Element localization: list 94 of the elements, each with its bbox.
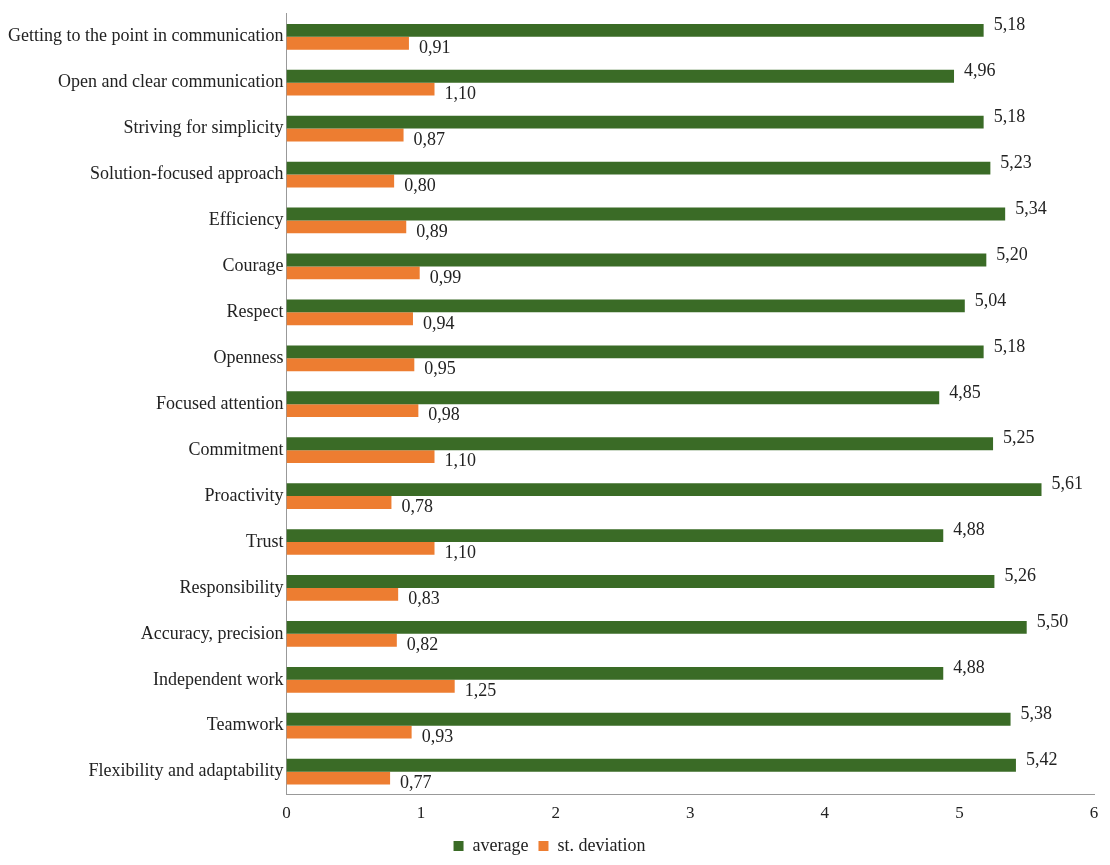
bar xyxy=(286,483,1042,497)
bar xyxy=(286,404,419,418)
data-label: 5,20 xyxy=(996,243,1028,264)
bar xyxy=(286,666,944,680)
data-label: 5,34 xyxy=(1015,197,1047,218)
data-label: 5,23 xyxy=(1000,151,1032,172)
data-label: 0,93 xyxy=(421,725,454,746)
data-label: 1,10 xyxy=(444,542,477,563)
data-label: 0,95 xyxy=(424,358,456,379)
y-tick-label: Independent work xyxy=(152,668,284,689)
bar xyxy=(286,358,415,372)
bar xyxy=(286,575,995,588)
data-label: 5,50 xyxy=(1036,611,1069,632)
y-tick-label: Trust xyxy=(246,530,284,551)
data-label: 0,89 xyxy=(416,220,448,241)
bar xyxy=(286,69,955,83)
x-tick-label: 4 xyxy=(820,803,830,823)
bar xyxy=(286,450,435,463)
y-tick-label: Open and clear communication xyxy=(58,71,284,92)
y-tick-label: Striving for simplicity xyxy=(123,117,284,138)
bar xyxy=(286,174,395,188)
bar xyxy=(286,679,455,693)
bar xyxy=(286,437,994,451)
data-label: 0,80 xyxy=(404,174,436,195)
bar xyxy=(286,620,1027,634)
y-tick-label: Efficiency xyxy=(208,209,284,230)
bar xyxy=(286,529,944,542)
x-tick-label: 6 xyxy=(1089,803,1099,823)
data-label: 5,18 xyxy=(993,335,1026,356)
x-tick-label: 0 xyxy=(282,803,291,823)
data-label: 0,94 xyxy=(422,312,455,333)
bar xyxy=(286,712,1011,726)
bar xyxy=(286,266,420,280)
data-label: 5,38 xyxy=(1020,703,1053,724)
x-tick-label: 1 xyxy=(416,803,426,823)
data-label: 1,25 xyxy=(464,679,497,700)
data-label: 1,10 xyxy=(444,82,477,103)
x-tick-label: 3 xyxy=(685,803,695,823)
y-tick-label: Flexibility and adaptability xyxy=(88,760,284,781)
bar xyxy=(286,161,991,175)
y-tick-label: Responsibility xyxy=(179,576,284,597)
bar xyxy=(286,725,412,739)
bar xyxy=(286,128,404,142)
y-tick-label: Proactivity xyxy=(204,484,284,505)
x-tick-label: 5 xyxy=(955,803,964,823)
y-tick-label: Focused attention xyxy=(155,392,284,413)
legend-label: average xyxy=(472,834,529,855)
y-tick-label: Getting to the point in communication xyxy=(7,25,284,46)
data-label: 5,42 xyxy=(1025,748,1058,769)
bar xyxy=(286,496,392,509)
data-label: 4,85 xyxy=(949,381,981,402)
y-tick-label: Accuracy, precision xyxy=(140,622,284,643)
y-tick-label: Respect xyxy=(226,301,284,322)
data-label: 5,61 xyxy=(1051,473,1084,494)
data-label: 0,98 xyxy=(428,404,460,425)
data-label: 5,04 xyxy=(974,289,1007,310)
bar xyxy=(286,312,413,326)
data-label: 5,18 xyxy=(993,14,1026,35)
bar xyxy=(286,758,1016,772)
data-label: 0,91 xyxy=(418,36,451,57)
bar xyxy=(286,299,965,313)
legend-label: st. deviation xyxy=(557,834,646,855)
x-tick-label: 2 xyxy=(551,803,560,823)
bar xyxy=(286,771,391,785)
bar xyxy=(286,82,435,96)
data-label: 0,78 xyxy=(401,496,433,517)
bar xyxy=(286,115,984,129)
data-label: 5,18 xyxy=(993,105,1026,126)
bar xyxy=(286,587,399,601)
bar xyxy=(286,220,407,234)
data-label: 4,88 xyxy=(953,519,985,540)
y-tick-label: Teamwork xyxy=(206,714,284,735)
data-label: 5,25 xyxy=(1003,427,1035,448)
bar xyxy=(286,253,987,267)
bar xyxy=(286,345,984,359)
data-label: 0,77 xyxy=(400,771,432,792)
bar xyxy=(286,23,984,37)
bar xyxy=(286,207,1006,221)
y-tick-label: Courage xyxy=(222,255,284,276)
data-label: 4,88 xyxy=(953,657,985,678)
y-tick-label: Openness xyxy=(213,347,284,367)
data-label: 5,26 xyxy=(1004,565,1036,586)
bar xyxy=(286,391,940,405)
y-tick-label: Solution-focused approach xyxy=(90,163,284,184)
bar xyxy=(286,36,409,50)
data-label: 1,10 xyxy=(444,450,477,471)
data-label: 4,96 xyxy=(964,60,996,80)
data-label: 0,99 xyxy=(429,266,462,287)
data-label: 0,83 xyxy=(408,588,440,609)
data-label: 0,87 xyxy=(413,128,446,149)
bar xyxy=(286,633,397,647)
bar xyxy=(286,541,435,555)
y-tick-label: Commitment xyxy=(188,438,284,459)
data-label: 0,82 xyxy=(406,634,439,655)
